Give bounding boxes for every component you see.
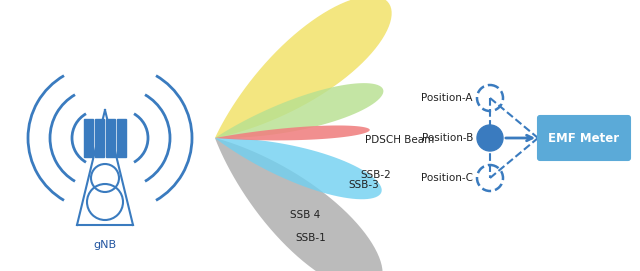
Circle shape <box>477 125 503 151</box>
Text: EMF Meter: EMF Meter <box>548 131 620 144</box>
Text: SSB-3: SSB-3 <box>348 180 379 190</box>
Text: Position-B: Position-B <box>422 133 473 143</box>
Text: gNB: gNB <box>93 240 116 250</box>
Bar <box>84 119 93 157</box>
Polygon shape <box>215 138 381 199</box>
Text: SSB 4: SSB 4 <box>290 210 320 220</box>
Text: PDSCH Beam: PDSCH Beam <box>365 135 435 145</box>
Text: Position-A: Position-A <box>422 93 473 103</box>
Bar <box>117 119 126 157</box>
Text: Position-C: Position-C <box>421 173 473 183</box>
Polygon shape <box>215 138 383 271</box>
Text: SSB-1: SSB-1 <box>295 233 326 243</box>
Text: SSB-2: SSB-2 <box>360 170 391 180</box>
Polygon shape <box>215 0 392 138</box>
Bar <box>106 119 115 157</box>
Bar <box>95 119 104 157</box>
Polygon shape <box>215 83 383 138</box>
Polygon shape <box>215 125 370 140</box>
FancyBboxPatch shape <box>538 116 630 160</box>
